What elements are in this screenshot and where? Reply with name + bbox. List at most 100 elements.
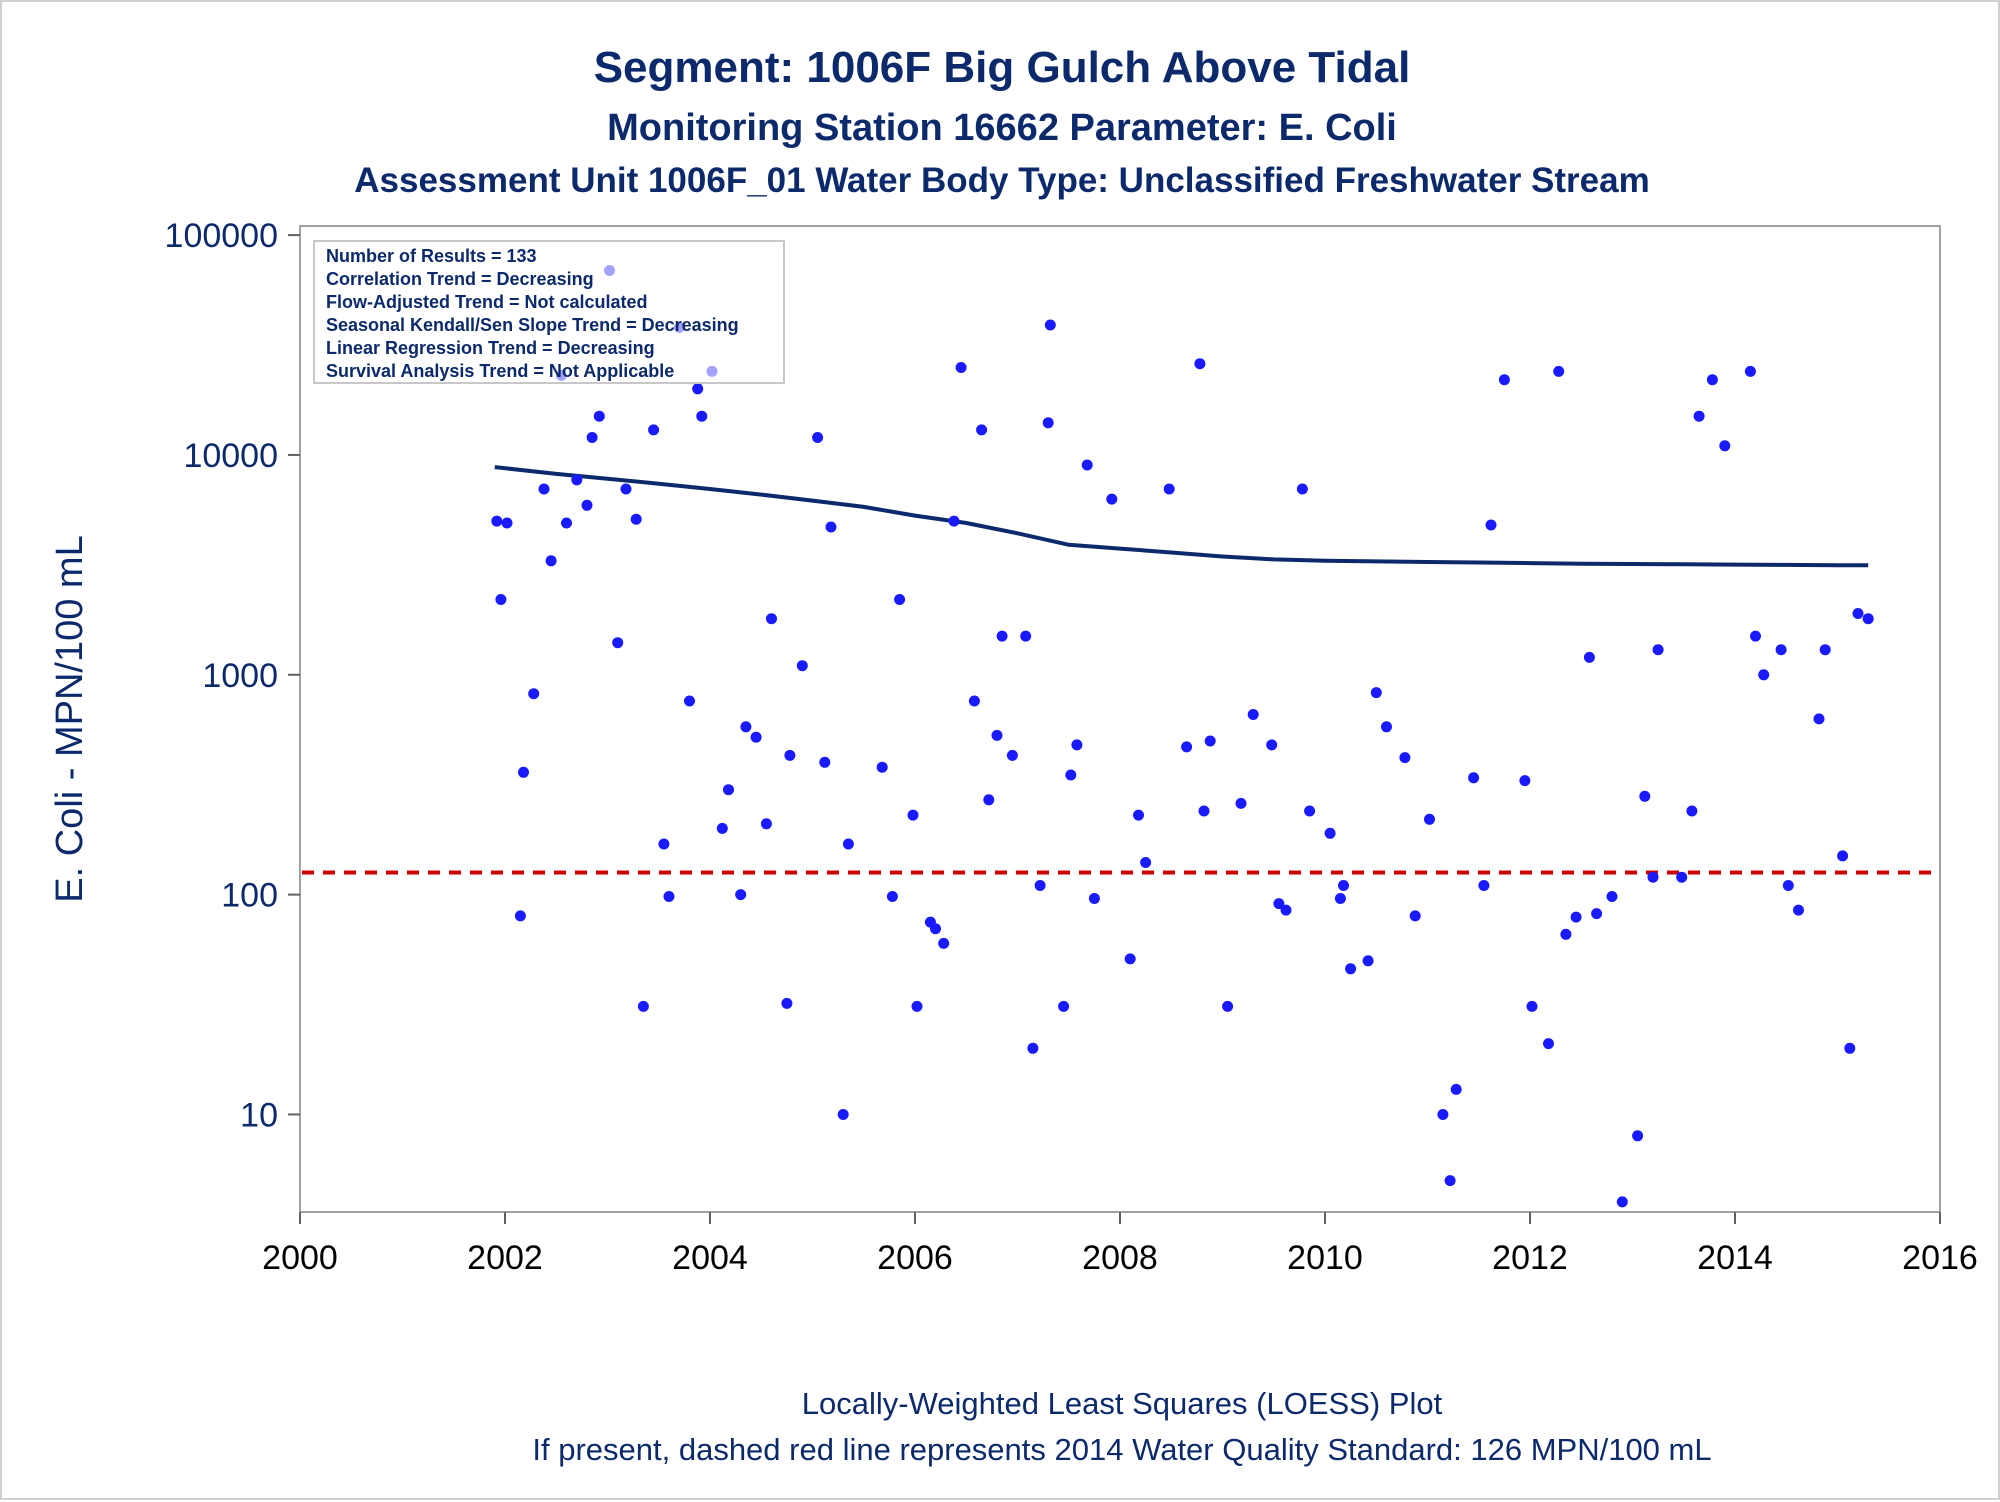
y-tick-label: 1000 — [202, 657, 278, 695]
data-point — [1133, 809, 1144, 821]
data-point — [1409, 910, 1421, 922]
plot-area — [299, 225, 1941, 1213]
data-point — [812, 432, 824, 443]
data-point — [1444, 1175, 1456, 1187]
data-point — [996, 630, 1008, 642]
data-point — [716, 822, 728, 834]
data-point — [1693, 410, 1705, 422]
footnote-line1: Locally-Weighted Least Squares (LOESS) P… — [802, 1386, 1443, 1421]
data-point — [1222, 1000, 1234, 1012]
data-point — [1362, 955, 1374, 967]
data-point — [1519, 775, 1531, 787]
data-point — [581, 499, 593, 511]
data-point — [976, 424, 988, 436]
y-tick-label: 10000 — [183, 437, 278, 475]
data-point — [1837, 850, 1849, 862]
data-point — [938, 937, 950, 949]
data-point — [1058, 1000, 1070, 1012]
y-tick-label: 10 — [240, 1096, 278, 1134]
data-point — [1324, 827, 1336, 839]
data-point — [750, 731, 762, 743]
data-point — [1370, 687, 1382, 699]
data-point — [1006, 749, 1018, 761]
data-point — [648, 424, 660, 436]
data-point — [1273, 898, 1285, 910]
data-point — [1450, 1083, 1462, 1095]
stats-flow-adjusted-trend: Flow-Adjusted Trend = Not calculated — [326, 292, 648, 312]
stats-number-of-results: Number of Results = 133 — [326, 246, 537, 266]
data-point — [1478, 880, 1490, 891]
data-point — [781, 997, 793, 1009]
data-points — [491, 265, 1874, 1208]
y-tick-label: 100000 — [165, 217, 278, 255]
data-point — [1606, 891, 1618, 902]
data-point — [1844, 1042, 1856, 1054]
data-point — [1088, 893, 1100, 904]
data-point — [1065, 769, 1077, 781]
data-point — [1334, 893, 1346, 904]
data-point — [1034, 880, 1046, 891]
data-point — [1106, 493, 1118, 505]
data-point — [1591, 908, 1603, 920]
data-point — [514, 910, 526, 922]
data-point — [518, 766, 529, 778]
data-point — [1345, 963, 1357, 975]
data-point — [1485, 519, 1497, 531]
data-point — [1124, 953, 1136, 965]
data-point — [1719, 440, 1731, 452]
data-point — [886, 891, 898, 902]
data-point — [612, 637, 624, 649]
data-point — [692, 383, 704, 395]
data-point — [1758, 669, 1770, 681]
data-point — [991, 729, 1003, 741]
data-point — [684, 695, 695, 707]
data-point — [630, 513, 642, 525]
chart-title-line1: Segment: 1006F Big Gulch Above Tidal — [594, 43, 1411, 92]
data-point — [501, 517, 513, 529]
data-point — [1750, 630, 1761, 642]
data-point — [663, 891, 675, 902]
x-tick-label: 2002 — [467, 1239, 543, 1277]
stats-linear-regression-trend: Linear Regression Trend = Decreasing — [326, 338, 655, 358]
data-point — [1338, 880, 1349, 891]
data-point — [561, 517, 572, 529]
data-point — [1181, 741, 1193, 753]
stats-box-lines: Number of Results = 133 Correlation Tren… — [326, 246, 739, 381]
data-point — [586, 432, 598, 443]
data-point — [842, 838, 854, 850]
data-point — [930, 923, 941, 935]
x-tick-label: 2008 — [1082, 1239, 1158, 1277]
data-point — [491, 515, 503, 527]
y-tick-label: 100 — [221, 877, 278, 915]
data-point — [1744, 365, 1756, 377]
data-point — [1437, 1109, 1449, 1120]
data-point — [955, 362, 967, 373]
data-point — [1526, 1000, 1538, 1012]
data-point — [1652, 644, 1664, 656]
data-point — [528, 688, 540, 700]
data-point — [837, 1109, 849, 1120]
data-point — [1198, 805, 1210, 817]
data-point — [1632, 1130, 1644, 1142]
data-point — [696, 410, 708, 422]
chart-title-line3: Assessment Unit 1006F_01 Water Body Type… — [354, 161, 1649, 200]
data-point — [968, 695, 980, 707]
data-point — [1498, 374, 1510, 386]
stats-box — [313, 240, 785, 384]
data-point — [1676, 871, 1688, 883]
data-point — [1304, 805, 1316, 817]
y-axis-ticks: 10 100 1000 10000 100000 — [165, 217, 300, 1134]
loess-trend-line — [494, 465, 1869, 568]
data-point — [894, 594, 906, 605]
data-point — [1235, 797, 1247, 809]
data-point — [1583, 651, 1595, 663]
data-point — [1543, 1038, 1554, 1050]
y-axis-title: E. Coli - MPN/100 mL — [49, 535, 91, 902]
data-point — [637, 1000, 649, 1012]
data-point — [1775, 644, 1787, 656]
data-point — [571, 474, 583, 486]
data-point — [1616, 1196, 1628, 1208]
data-point — [1020, 630, 1032, 642]
data-point — [1381, 721, 1392, 733]
data-point — [620, 483, 632, 495]
